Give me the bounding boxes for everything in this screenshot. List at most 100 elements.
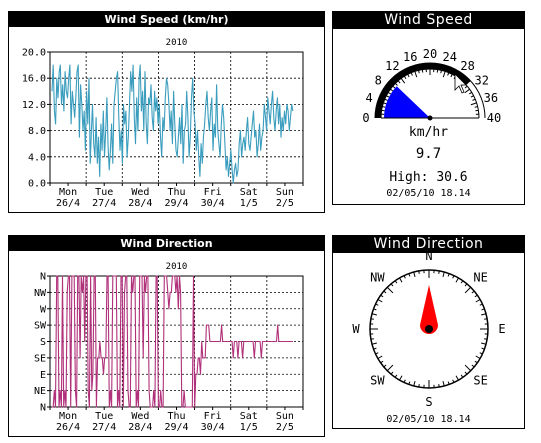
speed-x-day-label: Fri	[204, 187, 222, 198]
dial-tick	[397, 80, 401, 84]
speed-y-tick-label: 0.0	[28, 179, 46, 190]
dial-high-band	[375, 63, 471, 118]
speed-x-day-label: Mon	[59, 187, 77, 198]
compass-tick	[460, 280, 464, 284]
compass-tick	[484, 338, 488, 340]
compass-point-label: SE	[473, 374, 487, 388]
direction-y-tick-label: SW	[34, 321, 47, 332]
speed-x-date-label: 1/5	[240, 198, 258, 209]
speed-y-tick-label: 4.0	[28, 152, 46, 163]
compass-point-label: W	[352, 322, 360, 336]
compass-tick	[370, 318, 374, 320]
compass-tick	[447, 273, 450, 277]
speed-x-day-label: Sat	[240, 187, 258, 198]
dial-tick	[403, 75, 407, 80]
dial-tick	[410, 72, 413, 76]
dial-tick	[442, 71, 446, 78]
direction-y-tick-label: SE	[34, 353, 46, 364]
compass-tick	[394, 280, 398, 284]
dial-pivot	[427, 115, 433, 121]
direction-x-day-label: Mon	[59, 411, 77, 422]
compass-tick	[371, 313, 377, 316]
compass-tick	[442, 271, 445, 277]
compass-tick	[390, 371, 394, 375]
speed-x-date-label: 2/5	[276, 198, 294, 209]
compass-tick	[481, 347, 485, 350]
compass-point-label: E	[498, 322, 505, 336]
speed-x-day-label: Tue	[95, 187, 113, 198]
direction-x-date-label: 29/4	[164, 422, 188, 433]
compass-tick	[399, 375, 403, 381]
direction-y-tick-label: NE	[34, 386, 46, 397]
mouse-cursor-icon	[454, 73, 467, 94]
dial-tick	[382, 106, 386, 108]
dial-tick	[418, 70, 420, 74]
speed-year-label: 2010	[166, 38, 188, 48]
dial-tick	[470, 95, 474, 98]
compass-tick	[375, 352, 379, 355]
compass-tick	[479, 303, 483, 306]
speed-timestamp: 02/05/10 18.14	[386, 188, 471, 199]
compass-point-label: NE	[473, 270, 487, 284]
dial-tick-label: 40	[487, 111, 501, 125]
compass-point-label: NW	[370, 270, 385, 284]
speed-x-day-label: Thu	[167, 187, 185, 198]
dial-tick	[407, 74, 410, 78]
direction-series-line	[52, 275, 293, 408]
compass-tick	[380, 294, 384, 298]
compass-tick	[418, 384, 420, 388]
compass-tick	[394, 374, 398, 378]
compass-point-label: S	[425, 395, 432, 409]
compass-needle	[420, 285, 438, 334]
compass-tick	[479, 352, 483, 355]
speed-y-tick-label: 20.0	[22, 48, 46, 59]
compass-tick	[481, 308, 485, 311]
direction-x-date-label: 1/5	[240, 422, 258, 433]
dial-tick	[464, 85, 468, 89]
compass-tick	[386, 286, 394, 294]
dial-tick	[447, 72, 450, 76]
direction-x-day-label: Sun	[276, 411, 294, 422]
wind-direction-gauge-panel: Wind Direction N NE E SE S SW W NW 02/05/10 18.…	[332, 235, 525, 429]
wind-direction-compass: N NE E SE S SW W NW	[352, 249, 505, 409]
compass-tick	[377, 355, 383, 359]
direction-x-day-label: Fri	[204, 411, 222, 422]
dial-tick	[474, 106, 478, 108]
compass-tick	[464, 364, 472, 372]
dial-tick-label: 24	[443, 50, 457, 64]
dial-tick	[468, 91, 473, 95]
compass-tick	[455, 375, 459, 381]
direction-y-tick-label: W	[40, 304, 47, 315]
compass-tick	[377, 299, 383, 303]
speed-x-day-label: Sun	[276, 187, 294, 198]
compass-tick	[471, 290, 475, 294]
dial-tick	[470, 102, 477, 106]
compass-tick	[413, 381, 416, 387]
compass-tick	[474, 294, 478, 298]
compass-tick	[484, 318, 488, 320]
compass-tick	[438, 270, 440, 274]
compass-tick	[438, 384, 440, 388]
direction-x-day-label: Tue	[95, 411, 113, 422]
compass-tick	[371, 342, 377, 345]
direction-x-date-label: 30/4	[201, 422, 225, 433]
compass-tick	[408, 381, 411, 385]
compass-tick	[413, 271, 416, 277]
speed-y-tick-label: 8.0	[28, 126, 46, 137]
direction-y-tick-label: E	[40, 370, 46, 381]
compass-tick	[403, 379, 406, 383]
speed-high-value: High: 30.6	[389, 170, 468, 185]
wind-direction-chart-panel: Wind Direction 2010 N NW W SW S SE E NE N Mon 26/4 T…	[8, 235, 325, 437]
compass-tick	[373, 347, 377, 350]
speed-x-date-label: 27/4	[92, 198, 116, 209]
compass-tick	[383, 364, 387, 368]
compass-tick	[474, 360, 478, 364]
speed-x-date-label: 26/4	[56, 198, 80, 209]
compass-tick	[464, 371, 468, 375]
compass-tick	[452, 379, 455, 383]
compass-needle-arrow	[420, 285, 438, 334]
compass-tick	[464, 283, 468, 287]
direction-y-tick-label: N	[40, 272, 46, 283]
speed-x-date-label: 28/4	[128, 198, 152, 209]
